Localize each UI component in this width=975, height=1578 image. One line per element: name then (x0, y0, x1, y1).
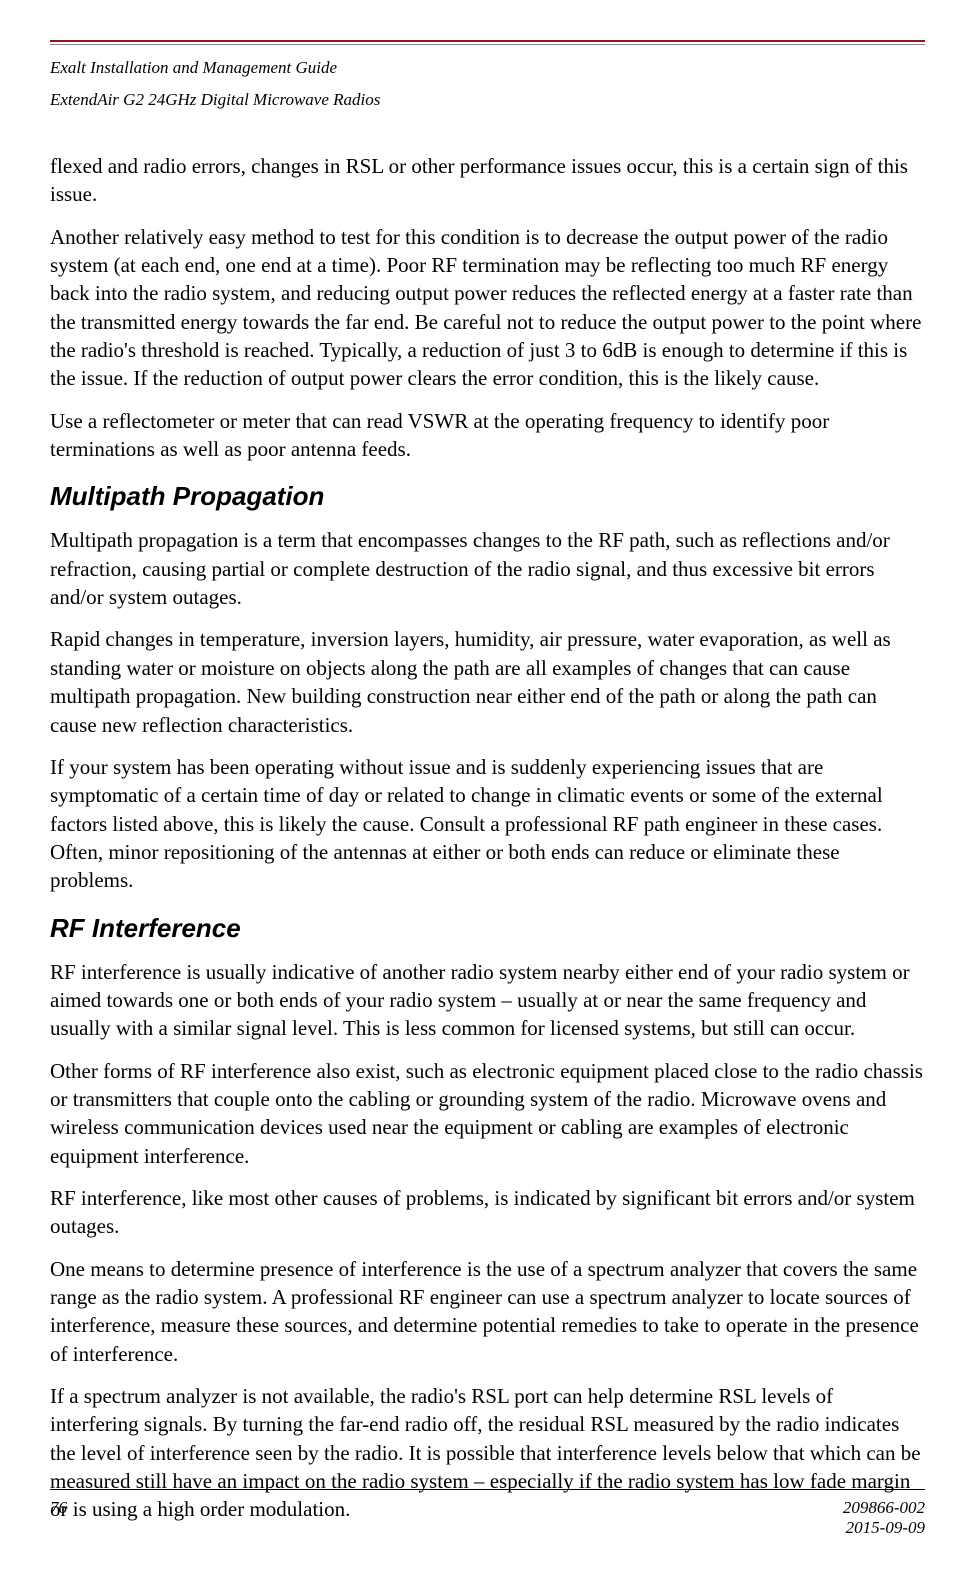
header-title-1: Exalt Installation and Management Guide (50, 55, 925, 81)
doc-number: 209866-002 (843, 1498, 925, 1518)
page-number: 76 (50, 1498, 67, 1538)
body-paragraph: RF interference, like most other causes … (50, 1184, 925, 1241)
body-paragraph: Rapid changes in temperature, inversion … (50, 625, 925, 738)
header-rule-gray (50, 44, 925, 45)
header-rule-red (50, 40, 925, 42)
doc-date: 2015-09-09 (843, 1518, 925, 1538)
body-paragraph: flexed and radio errors, changes in RSL … (50, 152, 925, 209)
body-paragraph: RF interference is usually indicative of… (50, 958, 925, 1043)
footer-row: 76 209866-002 2015-09-09 (50, 1498, 925, 1538)
footer-rule (50, 1489, 925, 1490)
body-paragraph: Another relatively easy method to test f… (50, 223, 925, 393)
section-heading-multipath: Multipath Propagation (50, 481, 925, 512)
body-paragraph: Other forms of RF interference also exis… (50, 1057, 925, 1170)
body-paragraph: If your system has been operating withou… (50, 753, 925, 895)
body-paragraph: Use a reflectometer or meter that can re… (50, 407, 925, 464)
header-title-2: ExtendAir G2 24GHz Digital Microwave Rad… (50, 87, 925, 113)
section-heading-rf-interference: RF Interference (50, 913, 925, 944)
body-paragraph: One means to determine presence of inter… (50, 1255, 925, 1368)
body-paragraph: Multipath propagation is a term that enc… (50, 526, 925, 611)
page-content: flexed and radio errors, changes in RSL … (50, 152, 925, 1524)
page-footer: 76 209866-002 2015-09-09 (50, 1489, 925, 1538)
footer-right: 209866-002 2015-09-09 (843, 1498, 925, 1538)
